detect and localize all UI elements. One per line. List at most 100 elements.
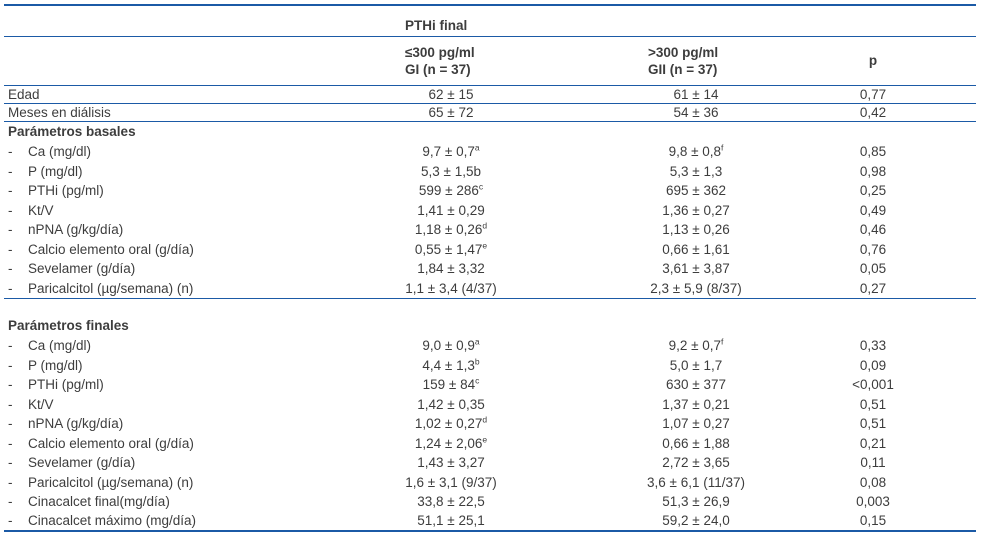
table-row: - Kt/V 1,41 ± 0,29 1,36 ± 0,27 0,49 bbox=[4, 201, 976, 221]
dash-marker: - bbox=[8, 261, 13, 277]
row-label-text: Edad bbox=[8, 86, 40, 102]
row-label-text: Meses en diálisis bbox=[8, 104, 111, 120]
cell-gi: 1,41 ± 0,29 bbox=[417, 202, 485, 218]
cell-gii: 9,8 ± 0,8f bbox=[668, 142, 724, 160]
row-label: Parámetros basales bbox=[4, 121, 330, 142]
footnote-marker: f bbox=[721, 142, 724, 153]
table-row: - Ca (mg/dl) 9,0 ± 0,9a 9,2 ± 0,7f 0,33 bbox=[4, 336, 976, 356]
cell-gi: 1,1 ± 3,4 (4/37) bbox=[405, 280, 497, 296]
row-label-text: Calcio elemento oral (g/día) bbox=[28, 435, 194, 451]
cell-p: 0,46 bbox=[859, 222, 887, 238]
header-p: p bbox=[868, 53, 878, 68]
cell-p: 0,77 bbox=[859, 86, 887, 102]
row-label-text: Cinacalcet final(mg/día) bbox=[28, 494, 170, 510]
row-label-text: Paricalcitol (µg/semana) (n) bbox=[28, 474, 194, 490]
footnote-marker: d bbox=[482, 220, 488, 231]
row-label-text: Ca (mg/dl) bbox=[28, 144, 92, 160]
cell-gi: 1,42 ± 0,35 bbox=[417, 396, 485, 412]
table-row: - PTHi (pg/ml) 599 ± 286c 695 ± 362 0,25 bbox=[4, 181, 976, 201]
cell-gi: 1,6 ± 3,1 (9/37) bbox=[405, 474, 497, 490]
cell-gi: 1,43 ± 3,27 bbox=[417, 455, 485, 471]
table-row: - Ca (mg/dl) 9,7 ± 0,7a 9,8 ± 0,8f 0,85 bbox=[4, 142, 976, 162]
cell-p bbox=[820, 121, 976, 142]
cell-gii: 2,3 ± 5,9 (8/37) bbox=[650, 280, 742, 296]
header-pthi-final: PTHi final bbox=[405, 17, 468, 33]
row-label: - Cinacalcet máximo (mg/día) bbox=[4, 512, 330, 532]
row-label: - Paricalcitol (µg/semana) (n) bbox=[4, 473, 330, 493]
cell-gi: 62 ± 15 bbox=[428, 86, 474, 102]
cell-gi: 65 ± 72 bbox=[428, 104, 474, 120]
cell-p: 0,25 bbox=[859, 183, 887, 199]
row-label-text: PTHi (pg/ml) bbox=[28, 377, 104, 393]
row-label-text: P (mg/dl) bbox=[28, 357, 83, 373]
row-label: Parámetros finales bbox=[4, 315, 330, 336]
header-empty-cell bbox=[820, 5, 976, 36]
cell-gii: 5,3 ± 1,3 bbox=[669, 163, 723, 179]
row-label-text: PTHi (pg/ml) bbox=[28, 183, 104, 199]
row-label: - Cinacalcet final(mg/día) bbox=[4, 492, 330, 512]
section-row: Parámetros basales bbox=[4, 121, 976, 142]
row-label: - Paricalcitol (µg/semana) (n) bbox=[4, 279, 330, 299]
footnote-marker: c bbox=[478, 181, 484, 192]
cell-gii: 0,66 ± 1,88 bbox=[662, 435, 730, 451]
cell-gi: 1,24 ± 2,06e bbox=[414, 434, 488, 451]
cell-p: 0,11 bbox=[860, 455, 886, 471]
header-group1-n: GI (n = 37) bbox=[405, 61, 471, 77]
row-label: - Kt/V bbox=[4, 395, 330, 415]
dash-marker: - bbox=[8, 202, 13, 218]
cell-p: 0,76 bbox=[859, 241, 887, 257]
table-body: Edad 62 ± 15 61 ± 14 0,77 Meses en diálisis 6… bbox=[4, 85, 976, 531]
row-label: Edad bbox=[4, 85, 330, 103]
row-label-text: Ca (mg/dl) bbox=[28, 338, 92, 354]
dash-marker: - bbox=[8, 474, 13, 490]
dash-marker: - bbox=[8, 435, 13, 451]
header-columns-row: ≤300 pg/ml GI (n = 37) >300 pg/ml GII (n… bbox=[4, 36, 976, 85]
cell-p: 0,51 bbox=[859, 416, 887, 432]
cell-gii bbox=[572, 315, 820, 336]
header-empty-cell bbox=[4, 36, 330, 85]
header-group2-range: >300 pg/ml bbox=[648, 44, 719, 60]
dash-marker: - bbox=[8, 357, 13, 373]
header-group2: >300 pg/ml GII (n = 37) bbox=[572, 36, 820, 85]
cell-gi: 599 ± 286c bbox=[418, 181, 484, 199]
row-label-text: Parámetros finales bbox=[8, 318, 129, 333]
row-label: - nPNA (g/kg/día) bbox=[4, 220, 330, 240]
table-row: - Calcio elemento oral (g/día) 1,24 ± 2,06… bbox=[4, 434, 976, 454]
dash-marker: - bbox=[8, 455, 13, 471]
cell-gii: 59,2 ± 24,0 bbox=[662, 513, 730, 529]
cell-p: 0,05 bbox=[859, 261, 887, 277]
cell-gi: 33,8 ± 22,5 bbox=[417, 494, 485, 510]
results-table: PTHi final ≤300 pg/ml GI (n = 37) >300 p… bbox=[4, 4, 976, 532]
footnote-marker: f bbox=[721, 336, 724, 347]
table-row: - Sevelamer (g/día) 1,84 ± 3,32 3,61 ± 3,87… bbox=[4, 259, 976, 279]
dash-marker: - bbox=[8, 241, 13, 257]
cell-p: 0,15 bbox=[859, 513, 887, 529]
table-row: Edad 62 ± 15 61 ± 14 0,77 bbox=[4, 85, 976, 103]
row-label-text: Calcio elemento oral (g/día) bbox=[28, 241, 194, 257]
cell-p: 0,33 bbox=[859, 338, 887, 354]
dash-marker: - bbox=[8, 183, 13, 199]
table-row: - Sevelamer (g/día) 1,43 ± 3,27 2,72 ± 3,65… bbox=[4, 453, 976, 473]
row-label-text: Kt/V bbox=[28, 202, 54, 218]
row-label: - Sevelamer (g/día) bbox=[4, 453, 330, 473]
row-label-text: Parámetros basales bbox=[8, 124, 136, 140]
cell-gii: 5,0 ± 1,7 bbox=[669, 357, 723, 373]
cell-p: 0,21 bbox=[859, 435, 887, 451]
dash-marker: - bbox=[8, 280, 13, 296]
row-label: - PTHi (pg/ml) bbox=[4, 181, 330, 201]
cell-gi: 1,18 ± 0,26d bbox=[414, 220, 488, 238]
spacer-row bbox=[4, 298, 976, 315]
row-label-text: Kt/V bbox=[28, 396, 54, 412]
cell-gi bbox=[330, 315, 572, 336]
cell-gi: 4,4 ± 1,3b bbox=[422, 356, 480, 373]
cell-gii bbox=[572, 121, 820, 142]
table-row: - PTHi (pg/ml) 159 ± 84c 630 ± 377 <0,001 bbox=[4, 375, 976, 395]
row-label: - Ca (mg/dl) bbox=[4, 336, 330, 356]
cell-gi: 9,0 ± 0,9a bbox=[422, 336, 480, 354]
table-row: - Cinacalcet máximo (mg/día) 51,1 ± 25,1 59… bbox=[4, 512, 976, 532]
cell-p bbox=[820, 315, 976, 336]
row-label: Meses en diálisis bbox=[4, 103, 330, 121]
row-label: -P (mg/dl) bbox=[4, 162, 330, 182]
cell-gi: 51,1 ± 25,1 bbox=[417, 513, 485, 529]
row-label: - PTHi (pg/ml) bbox=[4, 375, 330, 395]
